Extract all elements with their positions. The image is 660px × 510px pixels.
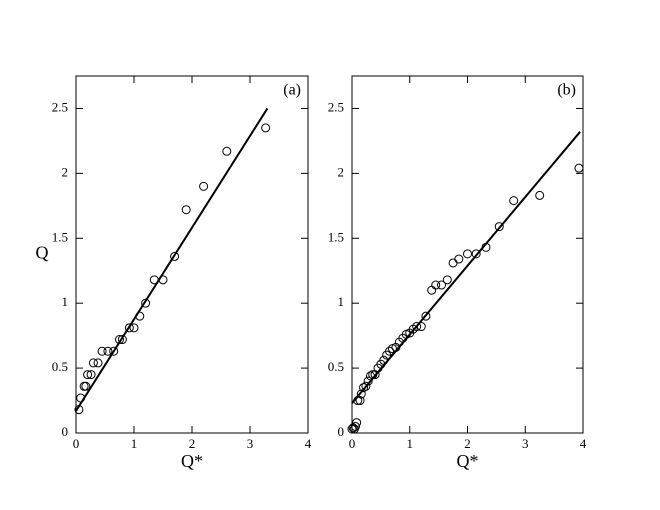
y-tick-label: 1.5 [328, 229, 344, 244]
data-point [81, 381, 91, 391]
data-point [416, 322, 426, 332]
data-point [86, 370, 96, 380]
y-tick-label: 0 [338, 424, 345, 439]
data-point [170, 251, 180, 261]
data-point [355, 396, 365, 406]
data-point [88, 358, 98, 368]
plot-frame [75, 75, 309, 434]
y-tick-label: 1.5 [52, 229, 68, 244]
data-point [141, 298, 151, 308]
data-point [574, 163, 584, 173]
data-point [149, 275, 159, 285]
panel-label: (a) [283, 82, 301, 99]
y-tick-label: 0 [62, 424, 69, 439]
data-point [494, 222, 504, 232]
data-point [135, 311, 145, 321]
data-point [471, 249, 481, 259]
y-tick-label: 0.5 [52, 359, 68, 374]
data-point [103, 346, 113, 356]
x-tick-label: 0 [349, 436, 356, 451]
data-point [437, 280, 447, 290]
data-point [124, 323, 134, 333]
data-point [109, 346, 119, 356]
fit-line [351, 131, 581, 404]
x-tick-label: 1 [407, 436, 414, 451]
data-point [431, 280, 441, 290]
data-point [442, 275, 452, 285]
y-tick-label: 2.5 [52, 99, 68, 114]
data-point [427, 285, 437, 295]
x-tick-label: 3 [247, 436, 254, 451]
x-tick-label: 4 [580, 436, 587, 451]
data-point [199, 181, 209, 191]
y-tick-label: 2.5 [328, 99, 344, 114]
data-point [181, 205, 191, 215]
y-tick-label: 2 [62, 164, 69, 179]
data-point [115, 335, 124, 345]
x-tick-label: 0 [73, 436, 80, 451]
data-point [74, 405, 84, 415]
x-tick-label: 1 [131, 436, 138, 451]
data-point [535, 190, 545, 200]
data-point [509, 196, 519, 206]
y-axis-label: Q [36, 243, 49, 263]
panel-label: (b) [557, 82, 576, 99]
data-point [129, 323, 139, 333]
data-point [261, 123, 271, 133]
x-tick-label: 2 [189, 436, 196, 451]
y-tick-label: 1 [338, 294, 345, 309]
data-point [117, 335, 127, 345]
y-tick-label: 0.5 [328, 359, 344, 374]
data-point [350, 422, 360, 432]
data-point [421, 311, 431, 321]
data-point [379, 355, 389, 365]
data-point [356, 389, 366, 399]
data-point [385, 346, 395, 356]
data-point [352, 418, 362, 428]
data-point [368, 370, 378, 380]
data-point [79, 381, 89, 391]
data-point [448, 258, 458, 268]
data-point [361, 381, 371, 391]
x-tick-label: 2 [464, 436, 471, 451]
data-point [93, 358, 103, 368]
data-point [363, 376, 373, 386]
plot-frame [351, 75, 584, 434]
data-point [365, 371, 375, 381]
y-tick-label: 2 [338, 164, 345, 179]
x-tick-label: 4 [305, 436, 312, 451]
data-point [222, 146, 232, 156]
y-tick-label: 1 [62, 294, 69, 309]
data-point [481, 242, 491, 252]
data-point [359, 383, 369, 393]
data-point [454, 254, 464, 264]
x-tick-label: 3 [522, 436, 529, 451]
data-point [97, 346, 107, 356]
x-axis-label: Q* [457, 451, 479, 471]
data-point [463, 249, 472, 259]
x-axis-label: Q* [181, 451, 203, 471]
data-point [158, 275, 168, 285]
data-point [76, 393, 86, 403]
data-point [83, 370, 93, 380]
data-point [412, 322, 422, 332]
